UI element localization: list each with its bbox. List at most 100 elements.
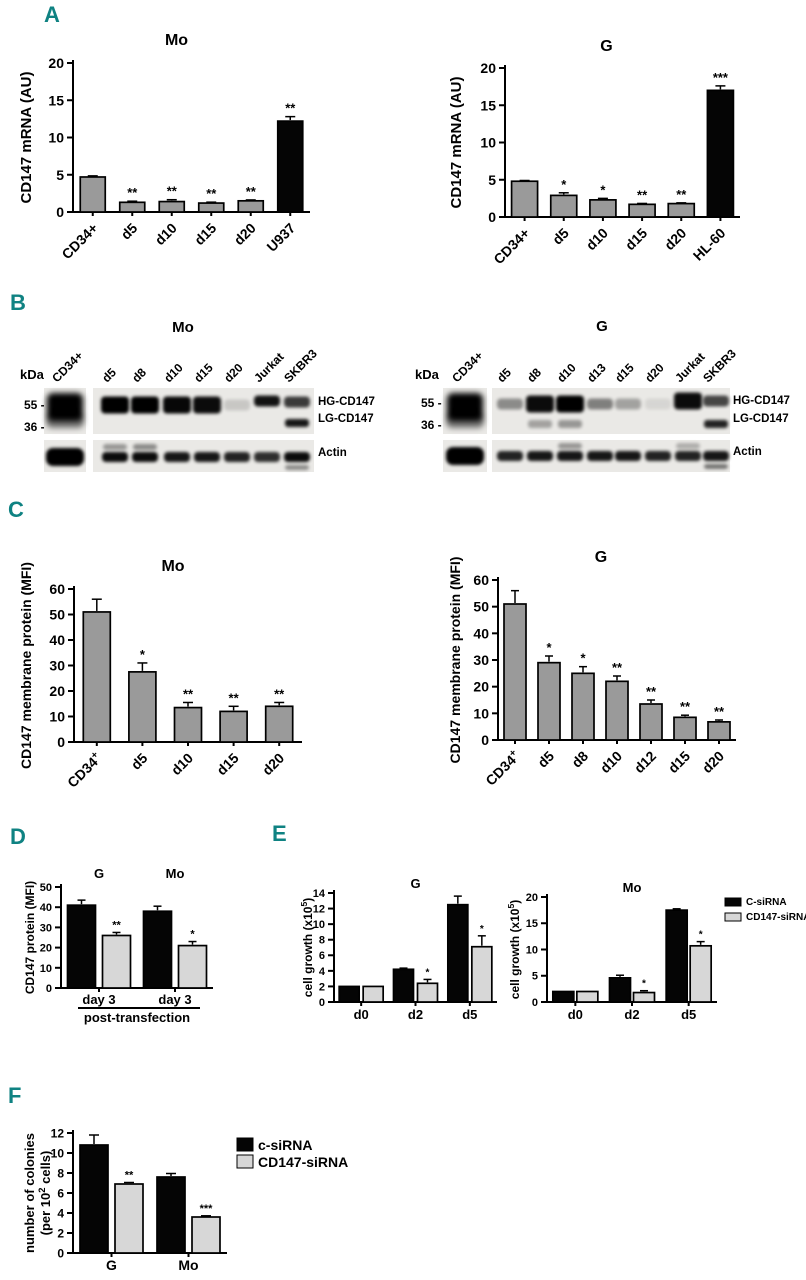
bar-C-siRNA-0 [338, 985, 361, 1003]
significance-star: *** [200, 1203, 214, 1215]
group-title: Mo [166, 866, 185, 881]
chart-membrane-protein-g: 0 10 20 30 40 50 60 G CD147 membrane protein (MF… [403, 540, 806, 830]
y-tick-label: 15 [48, 92, 64, 108]
bar-CD147 membrane protein-2 [173, 706, 203, 743]
chart-canvas-e_mo: 0 5 10 15 20 Mo cell growth (x105) d0 * d2 * d5 C-si… [506, 880, 806, 1022]
x-category-label: Mo [178, 1257, 198, 1273]
band-hg-d10 [556, 395, 584, 413]
significance-star: ** [229, 690, 240, 705]
bar-CD147 mRNA-5 [706, 89, 735, 218]
significance-star: ** [183, 686, 194, 701]
bar-C-siRNA-0 [551, 990, 575, 1003]
x-category-label: d5 [128, 750, 151, 773]
kda-label: kDa [20, 367, 45, 382]
lane-label-SKBR3: SKBR3 [700, 346, 739, 385]
x-category-label: CD34+ [482, 747, 523, 788]
x-category-label: d0 [568, 1007, 583, 1022]
chart-canvas-f: 0 2 4 6 8 10 12 number of colonies (per 102 cell… [22, 1126, 348, 1273]
chart-canvas-c_g: 0 10 20 30 40 50 60 G CD147 membrane protein (MF… [447, 549, 736, 789]
y-tick-label: 60 [473, 572, 489, 588]
band-actin-hi-Jurkat [676, 443, 700, 449]
band-actin-d10 [557, 451, 583, 461]
y-tick-label: 20 [526, 892, 538, 904]
significance-star: ** [274, 686, 285, 701]
panel-label-a: A [44, 2, 60, 27]
chart-mrna-mo: 0 5 10 15 20 Mo CD147 mRNA (AU) CD34+ ** d5 ** d10 *… [0, 15, 400, 292]
band-hg-d15 [193, 396, 221, 414]
x-category-label: d10 [583, 225, 612, 254]
band-hg-SKBR3 [284, 396, 310, 408]
y-tick-label: 2 [319, 981, 325, 993]
group-title: G [94, 866, 104, 881]
band-actin-d15 [615, 451, 641, 461]
bar-CD147 mRNA-3 [197, 202, 225, 213]
bar-C-siRNA-2 [665, 909, 689, 1003]
y-tick-label: 6 [57, 1186, 64, 1200]
bar-CD147 membrane protein-5 [673, 716, 697, 741]
x-category-label: d15 [622, 225, 651, 254]
y-tick-label: 5 [488, 172, 496, 188]
y-axis-label: cell growth (x105) [299, 898, 315, 997]
significance-star: ** [206, 186, 217, 201]
y-tick-label: 40 [49, 632, 65, 648]
significance-star: * [480, 924, 484, 935]
x-category-label: d2 [408, 1007, 423, 1022]
significance-star: ** [285, 101, 296, 116]
x-category-label: d20 [230, 220, 259, 249]
legend-swatch-C-siRNA [724, 897, 742, 907]
band-actin-d5 [497, 451, 523, 461]
y-axis-label: number of colonies [22, 1133, 37, 1253]
bar-CD147-siRNA-0 [101, 934, 132, 989]
bar-CD147 membrane protein-0 [82, 611, 112, 743]
significance-star: ** [714, 704, 725, 719]
y-tick-label: 10 [40, 963, 52, 975]
y-tick-label: 30 [49, 658, 65, 674]
y-tick-label: 30 [40, 922, 52, 934]
bar-CD147 mRNA-2 [589, 199, 617, 218]
band-hg-d5 [101, 396, 129, 414]
panel-label-e: E [272, 821, 287, 846]
x-category-label: d12 [631, 748, 660, 777]
x-category-label: d10 [151, 220, 180, 249]
lane-label-d10: d10 [161, 360, 186, 385]
band-actin-hi-d8 [133, 444, 157, 450]
bar-CD147 membrane protein-3 [605, 680, 629, 741]
y-tick-label: 0 [57, 1246, 64, 1260]
lane-label-d8: d8 [129, 365, 149, 385]
significance-star: * [699, 930, 703, 941]
band-actin-d20 [224, 452, 250, 462]
legend-label: CD147-siRNA [746, 912, 806, 923]
y-tick-label: 0 [57, 734, 65, 750]
lane-label-SKBR3: SKBR3 [281, 346, 320, 385]
band-hg-d8 [526, 395, 554, 413]
y-tick-label: 30 [473, 652, 489, 668]
bar-c-siRNA-1 [142, 910, 173, 989]
band-hg-d20 [645, 398, 671, 410]
lane-label-Jurkat: Jurkat [672, 350, 707, 385]
bar-CD147-siRNA-1 [416, 982, 439, 1003]
band-label-hg-cd147: HG-CD147 [733, 395, 790, 407]
band-hg-Jurkat [254, 395, 280, 407]
significance-star: ** [676, 187, 687, 202]
lane-label-d10: d10 [554, 360, 579, 385]
chart-title: Mo [161, 558, 184, 575]
significance-star: *** [713, 70, 729, 85]
y-tick-label: 10 [313, 919, 325, 931]
y-tick-label: 40 [40, 902, 52, 914]
y-tick-label: 10 [49, 709, 65, 725]
y-tick-label: 4 [57, 1206, 64, 1220]
kda-marker-1: 36 - [421, 418, 442, 432]
band-actin-d8 [527, 451, 553, 461]
bar-CD147-siRNA-1 [177, 944, 208, 989]
x-category-label: d2 [624, 1007, 639, 1022]
x-category-label: d5 [118, 220, 141, 243]
kda-label: kDa [415, 367, 440, 382]
lane-label-d15: d15 [612, 360, 637, 385]
bar-c-siRNA-0 [79, 1144, 109, 1254]
x-category-label: d0 [354, 1007, 369, 1022]
y-tick-label: 50 [40, 882, 52, 894]
